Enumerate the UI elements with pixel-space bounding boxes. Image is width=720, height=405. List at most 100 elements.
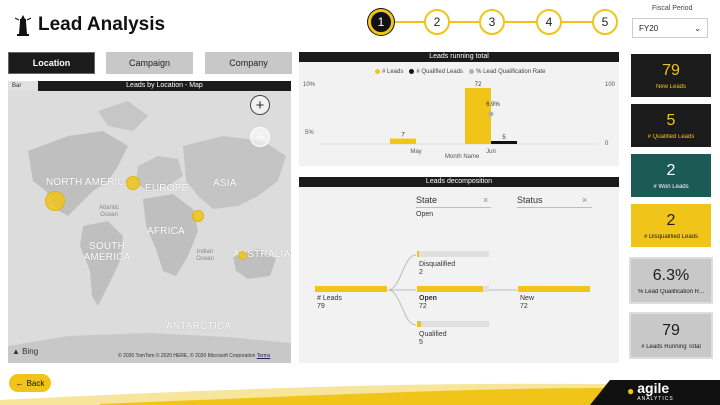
decomp-connectors [387, 254, 517, 326]
chevron-down-icon: ⌄ [694, 23, 701, 33]
data-label: 5 [502, 135, 506, 141]
kpi-card: 2 # Disqualified Leads [629, 202, 713, 249]
decomp-bar-new[interactable] [518, 286, 590, 292]
map-bubble-india[interactable] [192, 210, 204, 222]
chart-legend: # Leads # Qualified Leads % Lead Qualifi… [375, 69, 545, 75]
running-total-title: Leads running total [299, 52, 619, 62]
kpi-card: 6.3% % Lead Qualification R... [629, 257, 713, 304]
map-title: Leads by Location - Map [38, 81, 291, 91]
decomp-col-underline [517, 207, 592, 208]
decomp-value-new: 72 [520, 303, 528, 310]
decomp-value-open: 72 [419, 303, 427, 310]
agile-analytics-logo: ● agile ANALYTICS [627, 380, 674, 402]
kpi-label: # Qualified Leads [647, 133, 695, 140]
step-connector [392, 21, 426, 23]
kpi-value: 2 [666, 211, 676, 229]
map-label-south-america: SOUTH AMERICA [83, 241, 131, 263]
y-tick-left-top: 10% [303, 82, 316, 88]
step-3-button[interactable]: 3 [479, 9, 505, 35]
decomp-root-bar[interactable] [315, 286, 387, 292]
decomp-bar-open[interactable] [417, 286, 489, 292]
map-label-indian: Indian Ocean [196, 249, 214, 262]
brand-sub: ANALYTICS [637, 396, 674, 402]
step-5-button[interactable]: 5 [592, 9, 618, 35]
map-label-antarctica: ANTARCTICA [166, 321, 232, 332]
brand-name: agile [637, 380, 670, 396]
kpi-value: 6.3% [652, 266, 690, 284]
kpi-value: 5 [666, 111, 676, 129]
x-axis-label: Month Name [445, 154, 480, 160]
footer-wave [0, 380, 720, 405]
decomp-label-open: Open [419, 295, 437, 302]
decomp-bar-qualified[interactable] [417, 321, 489, 327]
x-tick-label: May [410, 149, 421, 155]
decomp-root-label: # Leads [317, 295, 342, 302]
decomp-label-qualified: Qualified [419, 331, 447, 338]
map-label-europe: EUROPE [145, 183, 189, 194]
data-label: 72 [475, 82, 482, 88]
terms-link[interactable]: Terms [256, 353, 271, 359]
bar-qualified [491, 141, 517, 144]
decomp-label-disqualified: Disqualified [419, 261, 456, 268]
tab-location[interactable]: Location [8, 52, 95, 74]
tab-campaign[interactable]: Campaign [106, 52, 193, 74]
close-icon[interactable]: × [483, 195, 489, 205]
step-connector [449, 21, 479, 23]
bar-leads [390, 138, 416, 144]
step-1-button[interactable]: 1 [368, 9, 394, 35]
zoom-in-icon[interactable]: + [250, 95, 270, 115]
kpi-label: # Won Leads [653, 183, 689, 190]
decomposition-panel: State × Open Status × # Leads 79 Disqual… [299, 187, 619, 363]
kpi-card: 5 # Qualified Leads [629, 102, 713, 149]
close-icon[interactable]: × [582, 195, 588, 205]
bar-toggle[interactable]: Bar [8, 81, 38, 91]
step-2-button[interactable]: 2 [424, 9, 450, 35]
map-bubble-europe[interactable] [126, 176, 140, 190]
decomp-col-state: State [416, 195, 438, 205]
back-label: Back [26, 378, 45, 388]
decomp-root-value: 79 [317, 303, 325, 310]
running-total-panel: # Leads # Qualified Leads % Lead Qualifi… [299, 62, 619, 166]
agile-logo-icon: ● [627, 384, 635, 398]
decomp-value-disqualified: 2 [419, 269, 423, 276]
decomp-value-qualified: 5 [419, 339, 423, 346]
map-label-africa: AFRICA [147, 226, 185, 237]
kpi-card: 79 # Leads Running Total [629, 312, 713, 359]
decomposition-title: Leads decomposition [299, 177, 619, 187]
decomp-col-underline [416, 207, 491, 208]
arrow-left-icon: ← [15, 378, 24, 388]
kpi-value: 79 [662, 61, 680, 79]
y-tick-right-bottom: 0 [605, 141, 609, 147]
fiscal-period-select[interactable]: FY20 ⌄ [632, 18, 708, 38]
map-copyright: © 2020 TomTom © 2020 HERE, © 2020 Micros… [118, 353, 271, 359]
step-4-button[interactable]: 4 [536, 9, 562, 35]
decomp-bar-disqualified[interactable] [417, 251, 489, 257]
kpi-card: 79 New Leads [629, 52, 713, 99]
step-connector [504, 21, 536, 23]
decomp-col-state-value: Open [416, 211, 434, 218]
kpi-label: % Lead Qualification R... [637, 288, 705, 295]
leads-map[interactable]: NORTH AMERICA EUROPE ASIA AFRICA SOUTH A… [8, 91, 291, 363]
kpi-label: # Disqualified Leads [643, 233, 699, 240]
zoom-out-icon[interactable]: − [250, 127, 270, 147]
bing-icon: ▲ [12, 347, 20, 356]
fiscal-period-value: FY20 [639, 23, 659, 33]
tab-company[interactable]: Company [205, 52, 292, 74]
page-title: Lead Analysis [38, 14, 166, 35]
y-tick-right-top: 100 [605, 82, 616, 88]
map-bubble-north-america[interactable] [45, 191, 65, 211]
step-connector [561, 21, 593, 23]
back-button[interactable]: ← Back [9, 374, 51, 392]
decomp-col-status: Status [517, 195, 543, 205]
map-label-atlantic: Atlantic Ocean [99, 205, 119, 218]
map-bubble-australia[interactable] [238, 251, 247, 260]
rate-point [488, 111, 494, 117]
legend-qualified: # Qualified Leads [409, 69, 463, 75]
bar-leads [465, 88, 491, 144]
x-tick-label: Jun [486, 149, 496, 155]
kpi-value: 79 [662, 321, 680, 339]
legend-rate: % Lead Qualification Rate [469, 69, 545, 75]
map-label-asia: ASIA [213, 178, 237, 189]
map-label-north-america: NORTH AMERICA [46, 177, 132, 188]
running-total-chart: 7 May 72 5 6.9% Jun [319, 82, 599, 155]
